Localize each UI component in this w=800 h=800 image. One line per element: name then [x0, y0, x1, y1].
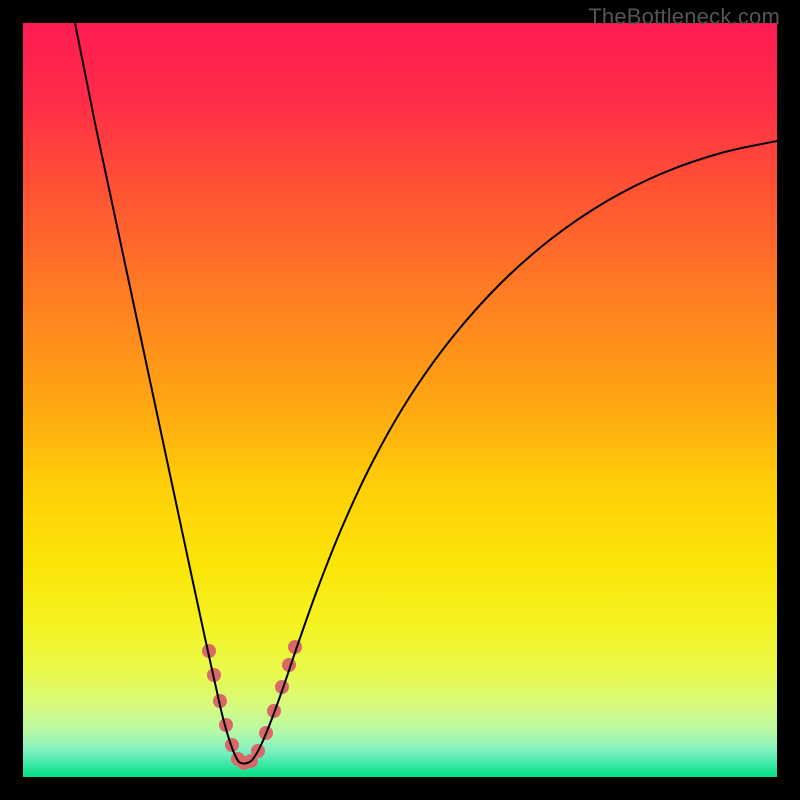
plot-gradient-area — [23, 23, 777, 777]
chart-frame: TheBottleneck.com — [0, 0, 800, 800]
bottleneck-chart-svg — [0, 0, 800, 800]
watermark-label: TheBottleneck.com — [588, 4, 780, 30]
